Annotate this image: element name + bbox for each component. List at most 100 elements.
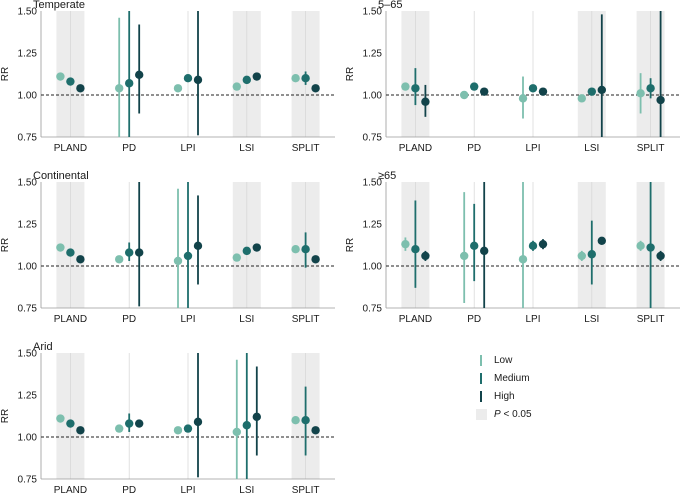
point-low (401, 82, 410, 91)
point-high (421, 251, 430, 261)
point-medium (411, 245, 420, 254)
legend-item-medium: Medium (476, 369, 532, 387)
point-low (636, 89, 645, 98)
point-low (577, 251, 586, 261)
legend-label-p: P (494, 408, 501, 420)
point-low (636, 241, 645, 251)
point-medium (470, 82, 479, 91)
point-medium (125, 79, 134, 88)
x-tick-label-split: SPLIT (292, 485, 320, 494)
point-medium (411, 84, 420, 93)
point-low (115, 255, 124, 264)
panel-continental: 0.75 1.00 1.25 1.50 RR Continental PLAND PD LPI L… (0, 170, 335, 325)
y-tick-label: 1.25 (363, 49, 383, 60)
y-tick-label: 1.25 (18, 391, 38, 402)
x-tick-label-pland: PLAND (54, 485, 87, 494)
y-axis-label: RR (345, 238, 356, 252)
x-tick-label-pland: PLAND (399, 314, 432, 325)
y-tick-label: 1.25 (363, 220, 383, 231)
x-tick-label-pd: PD (122, 314, 136, 325)
point-high (311, 426, 320, 435)
point-high (76, 84, 85, 93)
point-low (173, 256, 183, 266)
point-high (538, 87, 548, 96)
y-tick-label: 0.75 (18, 475, 38, 486)
point-medium (242, 246, 251, 256)
panel-title: Temperate (33, 0, 85, 11)
y-tick-label: 0.75 (363, 304, 383, 315)
legend-swatch-shaded (476, 408, 487, 420)
point-high (252, 243, 261, 252)
y-axis-label: RR (0, 67, 11, 81)
point-medium (528, 241, 538, 251)
point-medium (242, 75, 251, 85)
point-high (193, 241, 203, 251)
y-axis-label: RR (0, 238, 11, 252)
y-tick-label: 0.75 (18, 304, 38, 315)
point-low (56, 414, 65, 423)
y-axis-label: RR (345, 67, 356, 81)
point-medium (183, 74, 193, 83)
legend-label-medium: Medium (494, 372, 530, 384)
x-tick-label-lsi: LSI (239, 485, 254, 494)
point-low (401, 239, 410, 249)
y-tick-label: 1.50 (18, 7, 38, 18)
point-medium (470, 241, 479, 251)
legend-swatch-low (480, 354, 482, 366)
y-tick-label: 1.50 (363, 7, 383, 18)
point-low (577, 94, 586, 103)
y-tick-label: 1.25 (18, 49, 38, 60)
y-tick-label: 1.25 (18, 220, 38, 231)
point-low (56, 243, 65, 252)
point-high (311, 84, 320, 93)
panel-title: ≥65 (378, 170, 396, 182)
point-low (460, 90, 469, 100)
point-medium (66, 77, 75, 86)
point-high (480, 246, 489, 256)
point-medium (183, 251, 193, 261)
y-tick-label: 1.00 (18, 91, 38, 102)
y-tick-label: 1.00 (363, 91, 383, 102)
legend-item-low: Low (476, 351, 532, 369)
point-medium (587, 250, 596, 259)
x-tick-label-lpi: LPI (180, 314, 195, 325)
y-tick-label: 1.00 (363, 262, 383, 273)
x-tick-label-split: SPLIT (637, 314, 665, 325)
point-medium (66, 248, 75, 257)
x-tick-label-lsi: LSI (584, 143, 599, 154)
point-high (311, 255, 320, 264)
point-medium (646, 243, 655, 252)
x-tick-label-lpi: LPI (180, 143, 195, 154)
y-tick-label: 1.50 (18, 178, 38, 189)
point-low (232, 82, 241, 91)
point-low (56, 72, 65, 81)
point-medium (125, 248, 134, 257)
point-low (115, 424, 124, 433)
point-medium (301, 245, 310, 254)
point-low (518, 94, 528, 103)
point-high (656, 95, 665, 105)
point-low (291, 74, 300, 83)
panel-age-65-plus: 0.75 1.00 1.25 1.50 RR ≥65 PLAND PD LPI LSI SPLIT (345, 170, 680, 325)
point-medium (183, 424, 193, 433)
point-high (656, 251, 665, 261)
point-low (460, 251, 469, 261)
panel-age-5-65: 0.75 1.00 1.25 1.50 RR 5–65 PLAND PD LPI LSI SPLIT (345, 0, 680, 154)
legend-label-low: Low (494, 354, 513, 366)
point-high (252, 412, 261, 422)
point-medium (528, 84, 538, 93)
x-tick-label-lpi: LPI (525, 143, 540, 154)
point-low (518, 255, 528, 264)
legend-item-high: High (476, 387, 532, 405)
point-high (193, 75, 203, 85)
point-low (173, 426, 183, 435)
legend-swatch-high (480, 390, 482, 402)
panel-temperate: 0.75 1.00 1.25 1.50 RR Temperate PLAND PD LPI LSI… (0, 0, 335, 154)
y-tick-label: 0.75 (363, 133, 383, 144)
point-medium (242, 421, 251, 430)
point-medium (587, 87, 596, 96)
point-medium (301, 416, 310, 425)
x-tick-label-pland: PLAND (54, 314, 87, 325)
point-medium (301, 74, 310, 83)
